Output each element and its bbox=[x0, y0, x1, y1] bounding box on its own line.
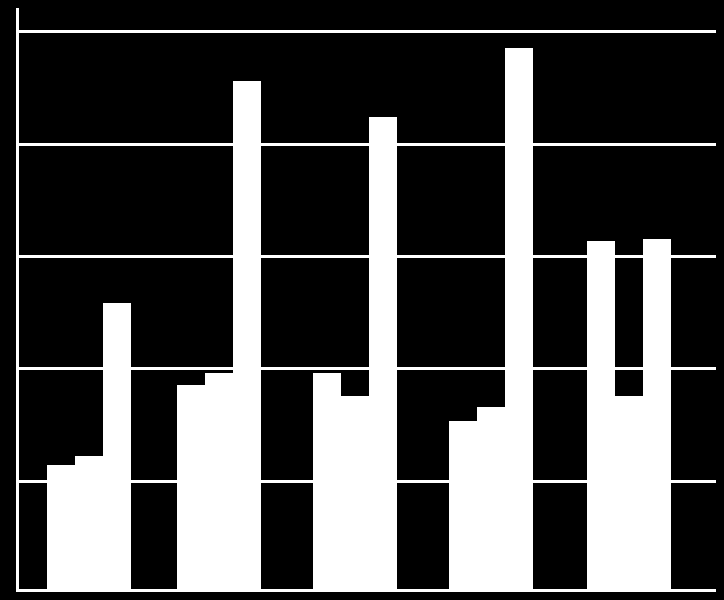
chart-container bbox=[8, 8, 716, 592]
bar bbox=[313, 373, 341, 589]
bar bbox=[75, 456, 103, 589]
bar bbox=[643, 239, 671, 589]
bar bbox=[477, 407, 505, 589]
bar bbox=[369, 117, 397, 589]
bar bbox=[177, 385, 205, 589]
bar bbox=[103, 303, 131, 589]
bar bbox=[233, 81, 261, 589]
bar bbox=[505, 48, 533, 589]
bar bbox=[47, 465, 75, 589]
bar bbox=[587, 241, 615, 589]
bar bbox=[615, 396, 643, 589]
bar bbox=[341, 396, 369, 589]
bar bbox=[205, 373, 233, 589]
plot-area bbox=[16, 8, 716, 592]
gridline bbox=[19, 30, 716, 33]
bar bbox=[449, 421, 477, 589]
gridline bbox=[19, 143, 716, 146]
